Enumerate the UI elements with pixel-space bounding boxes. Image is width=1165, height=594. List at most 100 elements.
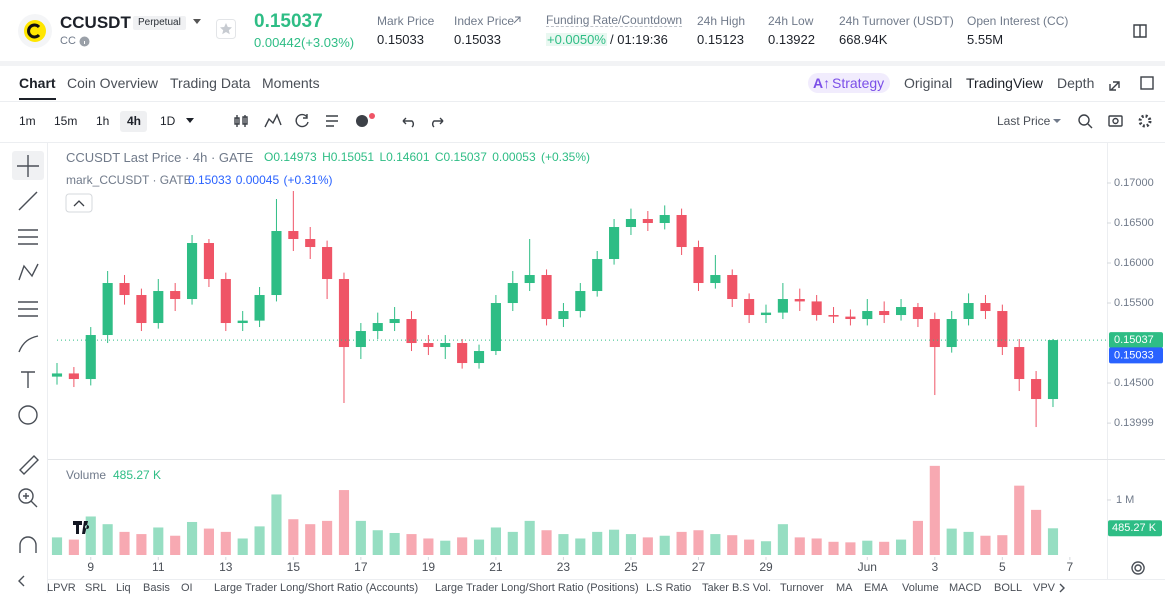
tab[interactable]: Moments	[262, 75, 320, 91]
volume-bar	[558, 534, 569, 555]
undo[interactable]	[402, 117, 414, 128]
search[interactable]	[1078, 114, 1090, 126]
volume-bar	[473, 539, 485, 555]
mark-values: 0.15033 0.00045 (+0.31%)	[188, 174, 333, 186]
reset[interactable]	[295, 113, 309, 128]
view[interactable]: Strategy	[832, 75, 885, 91]
chart-settings[interactable]	[1138, 114, 1152, 128]
ohlc-value: O0.14973	[264, 150, 317, 164]
settings-icon[interactable]	[1131, 561, 1145, 575]
y-tick-label: 0.14500	[1114, 377, 1154, 389]
volume-bar	[592, 531, 603, 555]
tool-trendline[interactable]	[18, 191, 38, 211]
symbol-dropdown[interactable]	[192, 18, 202, 26]
screenshot[interactable]	[1108, 115, 1123, 127]
interval-active[interactable]: 4h	[127, 114, 142, 128]
last-price-tag	[1109, 332, 1163, 349]
indicator[interactable]: Large Trader Long/Short Ratio (Positions…	[435, 582, 639, 594]
indicator[interactable]: OI	[181, 582, 193, 594]
tab[interactable]: Coin Overview	[67, 75, 159, 91]
indicator[interactable]: VPV	[1033, 582, 1056, 594]
interval[interactable]: 1m	[19, 114, 36, 128]
tab[interactable]: Trading Data	[170, 75, 251, 91]
mark-title: mark_CCUSDT · GATE	[66, 173, 192, 187]
volume-bar	[68, 539, 79, 555]
indicator[interactable]: LPVR	[47, 582, 76, 594]
indicator[interactable]: BOLL	[994, 582, 1023, 594]
candle-body	[862, 311, 873, 320]
strategy-badge[interactable]	[808, 73, 890, 93]
redo[interactable]	[432, 117, 444, 128]
view[interactable]: Original	[904, 75, 953, 91]
candle-body	[659, 215, 670, 224]
add-indicator[interactable]	[356, 115, 368, 127]
mark-value: 0.00045	[235, 173, 280, 187]
volume-tag-label: 485.27 K	[1112, 522, 1157, 534]
favorite[interactable]	[216, 19, 236, 39]
tool-fib[interactable]	[18, 229, 38, 245]
volume-bar	[271, 494, 282, 555]
volume-bar	[507, 531, 518, 555]
candle-body	[710, 275, 721, 284]
tool-brush[interactable]	[18, 335, 39, 353]
header-icon[interactable]	[1133, 24, 1147, 38]
indicators[interactable]	[264, 113, 282, 128]
tool-crosshair[interactable]	[17, 155, 39, 177]
external-link[interactable]	[512, 15, 522, 25]
indicator[interactable]: Basis	[143, 582, 170, 594]
candle-body	[288, 231, 299, 240]
indicator[interactable]: EMA	[864, 582, 888, 594]
indicator[interactable]: Turnover	[780, 582, 824, 594]
collapse-legend[interactable]	[65, 193, 93, 213]
x-tick-label: 13	[219, 560, 233, 574]
info-icon[interactable]	[79, 36, 90, 47]
ohlc-value: (+0.35%)	[540, 150, 591, 164]
x-tick-label: 21	[489, 560, 503, 574]
indicator[interactable]: Volume	[902, 582, 939, 594]
candle-body	[203, 243, 214, 280]
y-tick-label: 0.16000	[1114, 257, 1154, 269]
volume-bar	[457, 537, 468, 555]
indicator[interactable]: Liq	[116, 582, 131, 594]
tool-ruler[interactable]	[19, 455, 39, 475]
price-type[interactable]: Last Price	[997, 114, 1051, 128]
indicator[interactable]: Taker B.S Vol.	[702, 582, 772, 594]
interval[interactable]: 1h	[96, 114, 110, 128]
fullscreen[interactable]	[1109, 81, 1120, 91]
interval[interactable]: 1D	[160, 114, 176, 128]
tab-active[interactable]: Chart	[19, 76, 56, 100]
price-type-dropdown[interactable]	[1053, 119, 1061, 123]
indicator[interactable]: SRL	[85, 582, 107, 594]
candle-type[interactable]	[234, 115, 248, 127]
candle-body	[912, 307, 923, 320]
tool-emoji[interactable]	[18, 405, 38, 425]
scroll-left[interactable]	[18, 575, 25, 587]
interval[interactable]: 15m	[54, 114, 78, 128]
last-price: 0.15037	[254, 11, 323, 32]
indicator[interactable]: Large Trader Long/Short Ratio (Accounts)	[214, 582, 419, 594]
candle-body	[254, 295, 265, 321]
candle-body	[220, 279, 231, 324]
view-active[interactable]: TradingView	[966, 75, 1044, 91]
scroll-right[interactable]	[1059, 583, 1065, 593]
interval-dropdown[interactable]	[186, 118, 194, 123]
candle-body	[322, 247, 333, 280]
candle-body	[473, 351, 485, 364]
candle-body	[727, 275, 738, 300]
layout[interactable]	[1140, 76, 1154, 90]
tool-magnet[interactable]	[19, 536, 37, 553]
indicator[interactable]: L.S Ratio	[646, 582, 692, 594]
volume-bar	[929, 465, 940, 555]
volume-bar	[912, 520, 923, 555]
tool-text[interactable]	[21, 371, 35, 388]
candle-body	[507, 283, 518, 304]
indicator[interactable]: MACD	[949, 582, 982, 594]
tool-zoom[interactable]	[18, 488, 34, 504]
tool-pattern[interactable]	[18, 263, 39, 281]
view[interactable]: Depth	[1057, 75, 1095, 91]
templates[interactable]	[326, 115, 338, 127]
indicator[interactable]: MA	[836, 582, 853, 594]
tool-projection[interactable]	[18, 301, 38, 317]
stat-value: 5.55M	[967, 32, 1004, 47]
